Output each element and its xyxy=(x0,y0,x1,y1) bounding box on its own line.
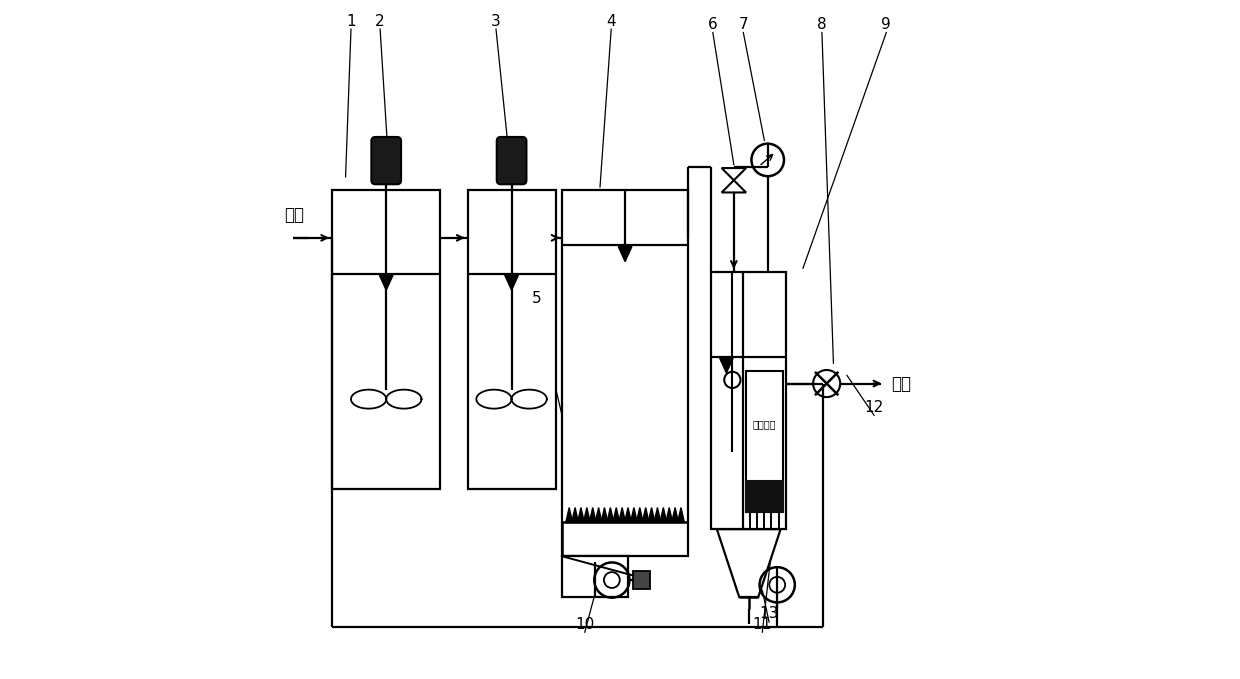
Text: 6: 6 xyxy=(708,17,718,32)
Text: 2: 2 xyxy=(376,14,384,29)
Text: 11: 11 xyxy=(753,617,773,631)
Polygon shape xyxy=(565,507,573,522)
Polygon shape xyxy=(379,275,393,290)
Polygon shape xyxy=(584,507,590,522)
Polygon shape xyxy=(578,507,584,522)
Polygon shape xyxy=(672,507,678,522)
Polygon shape xyxy=(722,168,746,180)
Text: 原水: 原水 xyxy=(285,206,305,224)
Polygon shape xyxy=(589,507,596,522)
Bar xyxy=(712,272,786,529)
Bar xyxy=(332,190,440,489)
Polygon shape xyxy=(608,507,614,522)
FancyBboxPatch shape xyxy=(497,137,527,184)
Text: 1: 1 xyxy=(346,14,356,29)
Polygon shape xyxy=(613,507,620,522)
Text: 8: 8 xyxy=(817,17,827,32)
Text: 4: 4 xyxy=(606,14,616,29)
Polygon shape xyxy=(625,507,631,522)
Text: 平板膜组: 平板膜组 xyxy=(753,420,776,430)
Bar xyxy=(467,190,556,489)
Polygon shape xyxy=(630,507,637,522)
Bar xyxy=(563,190,688,556)
Text: 12: 12 xyxy=(864,400,884,415)
Bar xyxy=(563,556,627,597)
Bar xyxy=(746,371,782,512)
Polygon shape xyxy=(636,507,644,522)
Polygon shape xyxy=(677,507,684,522)
Polygon shape xyxy=(601,507,608,522)
Polygon shape xyxy=(619,507,625,522)
Polygon shape xyxy=(649,507,655,522)
Text: 13: 13 xyxy=(759,606,779,621)
FancyBboxPatch shape xyxy=(371,137,401,184)
Polygon shape xyxy=(660,507,667,522)
Text: 9: 9 xyxy=(882,17,892,32)
Polygon shape xyxy=(722,180,746,192)
Text: 5: 5 xyxy=(532,291,542,306)
Polygon shape xyxy=(595,507,601,522)
Polygon shape xyxy=(619,246,632,261)
Polygon shape xyxy=(653,507,661,522)
Text: 7: 7 xyxy=(739,17,748,32)
Polygon shape xyxy=(572,507,578,522)
Polygon shape xyxy=(505,275,518,290)
Text: 10: 10 xyxy=(575,617,594,631)
Polygon shape xyxy=(719,358,733,373)
Polygon shape xyxy=(717,529,781,597)
Text: 产水: 产水 xyxy=(892,375,911,392)
Text: 3: 3 xyxy=(491,14,501,29)
Polygon shape xyxy=(642,507,649,522)
Bar xyxy=(746,481,782,512)
Bar xyxy=(632,571,650,589)
Polygon shape xyxy=(666,507,672,522)
